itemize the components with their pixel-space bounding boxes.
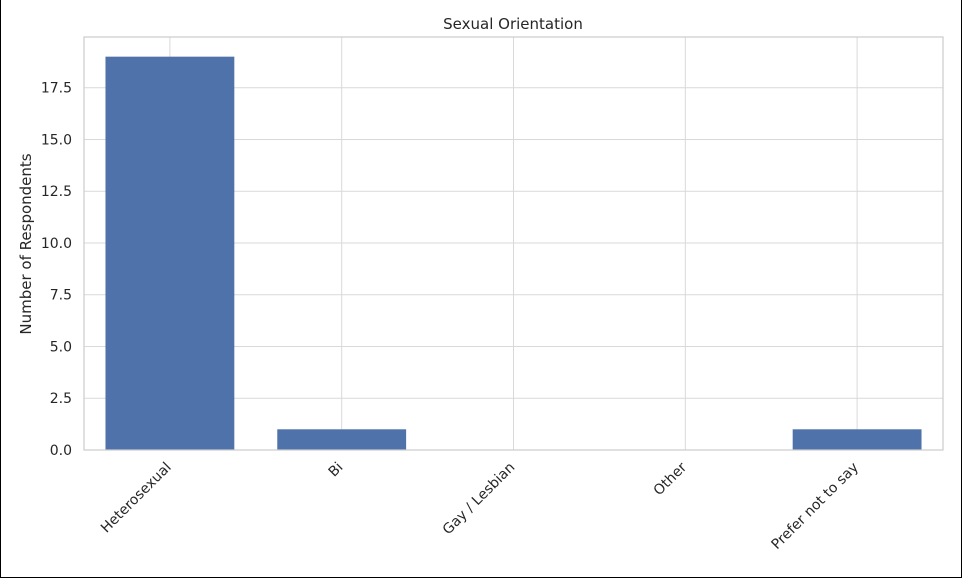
y-tick-label: 12.5 bbox=[41, 184, 72, 200]
bar-layer bbox=[105, 56, 922, 451]
x-tick-label: Prefer not to say bbox=[769, 460, 862, 553]
x-tick-layer: Heterosexual Bi Gay / Lesbian Other Prefer n… bbox=[98, 459, 862, 553]
y-tick-label: 0.0 bbox=[50, 443, 72, 459]
bar bbox=[792, 429, 922, 450]
y-tick-label: 17.5 bbox=[41, 81, 72, 97]
y-tick-layer: 0.0 2.5 5.0 7.5 10.0 12.5 15.0 17.5 bbox=[41, 81, 72, 459]
chart-title: Sexual Orientation bbox=[443, 15, 583, 33]
bar bbox=[277, 429, 407, 450]
y-axis-label: Number of Respondents bbox=[17, 153, 35, 334]
x-tick-label: Bi bbox=[326, 460, 347, 481]
plot-area bbox=[83, 36, 944, 451]
y-tick-label: 15.0 bbox=[41, 132, 72, 148]
bar bbox=[105, 56, 235, 451]
y-tick-label: 10.0 bbox=[41, 236, 72, 252]
x-tick-label: Gay / Lesbian bbox=[440, 460, 519, 539]
y-tick-label: 7.5 bbox=[50, 288, 72, 304]
y-tick-label: 2.5 bbox=[50, 391, 72, 407]
x-tick-label: Other bbox=[651, 459, 691, 499]
x-tick-label: Heterosexual bbox=[98, 460, 175, 537]
y-tick-label: 5.0 bbox=[50, 339, 72, 355]
